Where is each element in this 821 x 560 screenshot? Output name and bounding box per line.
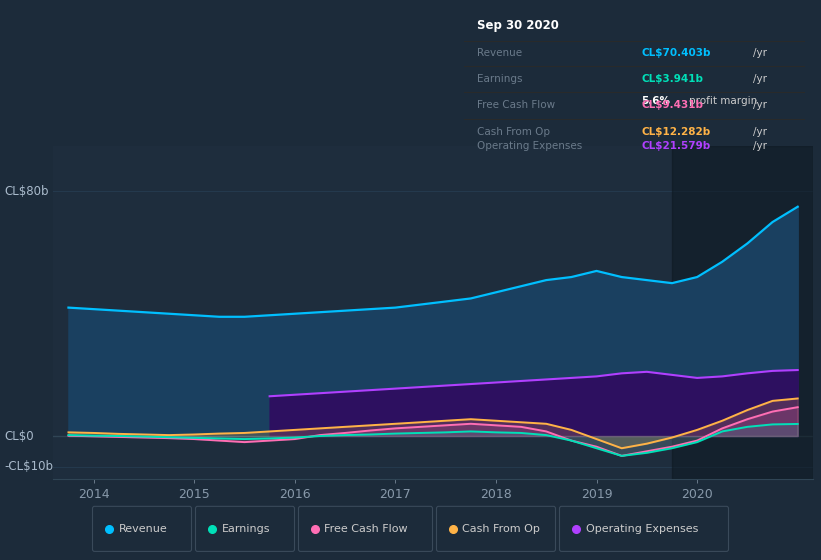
Text: CL$9.431b: CL$9.431b — [641, 100, 703, 110]
Text: profit margin: profit margin — [689, 96, 757, 106]
Text: CL$12.282b: CL$12.282b — [641, 127, 710, 137]
Bar — [672, 146, 813, 479]
Text: CL$70.403b: CL$70.403b — [641, 49, 710, 58]
Text: Operating Expenses: Operating Expenses — [478, 141, 583, 151]
Text: Revenue: Revenue — [478, 49, 523, 58]
Text: Revenue: Revenue — [118, 524, 167, 534]
Text: Earnings: Earnings — [478, 74, 523, 84]
Text: /yr: /yr — [754, 74, 768, 84]
Text: -CL$10b: -CL$10b — [4, 460, 53, 473]
Text: Free Cash Flow: Free Cash Flow — [478, 100, 556, 110]
Text: Cash From Op: Cash From Op — [462, 524, 540, 534]
Text: /yr: /yr — [754, 100, 768, 110]
Text: CL$21.579b: CL$21.579b — [641, 141, 710, 151]
Text: /yr: /yr — [754, 127, 768, 137]
Text: Operating Expenses: Operating Expenses — [585, 524, 698, 534]
Text: Free Cash Flow: Free Cash Flow — [324, 524, 408, 534]
Text: 5.6%: 5.6% — [641, 96, 670, 106]
Text: /yr: /yr — [754, 141, 768, 151]
Text: Cash From Op: Cash From Op — [478, 127, 551, 137]
Text: CL$80b: CL$80b — [4, 185, 48, 198]
Text: CL$3.941b: CL$3.941b — [641, 74, 703, 84]
Text: Earnings: Earnings — [222, 524, 270, 534]
Text: /yr: /yr — [754, 49, 768, 58]
Text: CL$0: CL$0 — [4, 430, 34, 442]
Text: Sep 30 2020: Sep 30 2020 — [478, 19, 559, 32]
